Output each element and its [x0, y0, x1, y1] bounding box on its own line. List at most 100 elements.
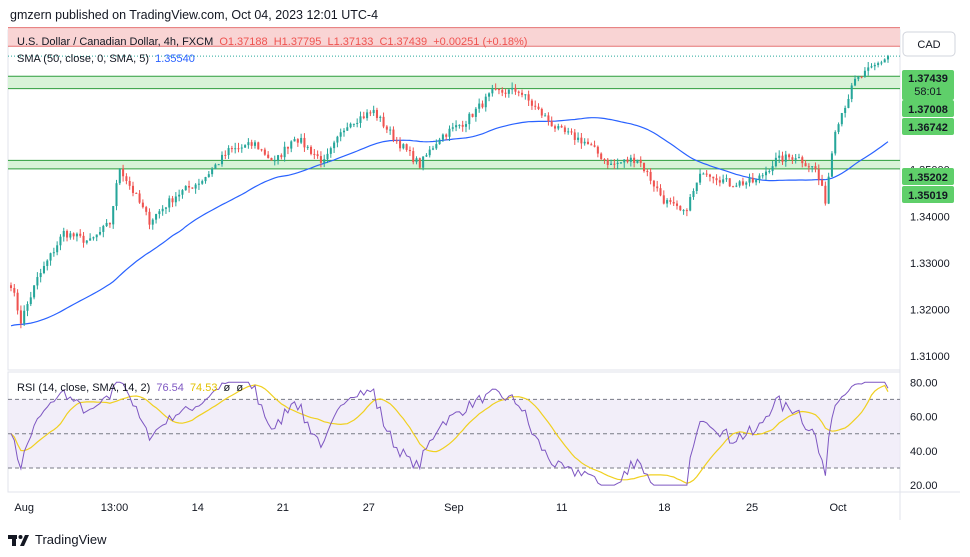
candle-body — [464, 124, 468, 127]
candle-body — [860, 76, 863, 78]
candle-body — [92, 237, 95, 239]
candle-body — [184, 186, 187, 191]
candle-body — [42, 265, 45, 273]
candle-body — [834, 131, 837, 154]
sma-label[interactable]: SMA (50, close, 0, SMA, 5) — [17, 53, 150, 65]
time-tick-label: 14 — [192, 502, 204, 514]
price-tick-label: 1.33000 — [910, 258, 950, 270]
rsi-extra-1: ø — [223, 382, 231, 394]
candle-body — [29, 297, 32, 305]
candle-body — [817, 169, 820, 180]
candle-body — [639, 159, 642, 163]
candle-body — [39, 272, 42, 278]
candle-body — [293, 139, 296, 142]
price-tick-label: 1.34000 — [910, 211, 950, 223]
candle-body — [168, 198, 171, 208]
candle-body — [596, 146, 599, 154]
candle-body — [570, 131, 573, 133]
candle-body — [13, 288, 16, 293]
time-tick-label: 11 — [556, 502, 567, 514]
rsi-axis: 80.00 60.00 40.00 20.00 — [910, 377, 938, 492]
candle-body — [230, 148, 233, 150]
candle-body — [702, 173, 705, 175]
candle-body — [59, 236, 62, 246]
candle-body — [158, 211, 161, 215]
currency-button[interactable] — [902, 31, 956, 57]
candle-body — [336, 136, 339, 143]
candle-body — [267, 154, 270, 158]
candle-body — [323, 159, 326, 163]
candle-body — [507, 89, 510, 94]
candle-body — [603, 158, 606, 160]
level-label: 1.37008 — [908, 104, 948, 116]
candle-body — [425, 155, 428, 157]
legend-sma: SMA (50, close, 0, SMA, 5) 1.35540 — [17, 53, 198, 65]
candle-body — [448, 128, 451, 137]
candle-body — [844, 107, 847, 114]
level-label-box — [902, 168, 954, 185]
candle-body — [26, 304, 29, 311]
candle-body — [82, 235, 85, 243]
candle-body — [356, 122, 359, 124]
candle-body — [458, 124, 461, 126]
candle-body — [488, 93, 491, 97]
candle-body — [478, 103, 481, 109]
candle-body — [408, 149, 411, 152]
candle-body — [194, 184, 197, 189]
candle-body — [547, 115, 550, 122]
candle-body — [728, 178, 731, 187]
candle-body — [824, 185, 827, 204]
candle-body — [695, 182, 698, 192]
zone-support — [8, 160, 900, 169]
candle-body — [633, 157, 636, 163]
candle-body — [326, 153, 329, 160]
candle-body — [715, 178, 718, 181]
rsi-tick-label: 80.00 — [910, 377, 938, 389]
candle-body — [636, 159, 639, 163]
candle-body — [771, 166, 774, 172]
candle-body — [471, 113, 474, 117]
candle-body — [590, 144, 593, 146]
candle-body — [788, 154, 791, 158]
candle-body — [399, 140, 402, 149]
rsi-tick-label: 60.00 — [910, 412, 938, 424]
rsi-value: 76.54 — [156, 382, 184, 394]
rsi-tick-label: 20.00 — [910, 480, 938, 492]
candle-body — [161, 208, 164, 212]
candle-body — [682, 210, 685, 212]
candle-body — [610, 163, 613, 165]
candle-body — [583, 141, 586, 144]
candle-body — [672, 201, 675, 204]
legend-open: O1.37188 — [219, 36, 268, 48]
candle-body — [197, 183, 200, 185]
rsi-label[interactable]: RSI (14, close, SMA, 14, 2) — [17, 382, 151, 394]
candle-body — [586, 141, 589, 145]
footer-brand[interactable]: TradingView — [35, 532, 107, 547]
candle-body — [306, 146, 309, 148]
current-price-label: 1.37439 — [908, 73, 948, 85]
candle-body — [316, 154, 319, 157]
candle-body — [98, 231, 102, 235]
candle-body — [811, 166, 814, 168]
candle-body — [85, 240, 88, 243]
candle-body — [830, 153, 833, 177]
candle-body — [303, 137, 306, 148]
candle-body — [207, 174, 210, 178]
candle-body — [33, 285, 36, 298]
candle-body — [122, 168, 125, 177]
candle-body — [329, 148, 332, 154]
level-label-box — [902, 118, 954, 135]
candle-body — [669, 200, 672, 202]
candle-body — [428, 149, 431, 156]
legend-change: +0.00251 (+0.18%) — [433, 36, 528, 48]
candle-body — [738, 181, 741, 186]
legend-symbol[interactable]: U.S. Dollar / Canadian Dollar, 4h, FXCM — [17, 36, 214, 48]
candle-body — [112, 206, 115, 225]
candle-body — [201, 181, 204, 184]
candle-body — [362, 116, 365, 119]
candle-body — [685, 210, 688, 212]
candle-body — [616, 162, 619, 165]
candle-body — [89, 238, 92, 241]
candle-body — [451, 127, 454, 129]
